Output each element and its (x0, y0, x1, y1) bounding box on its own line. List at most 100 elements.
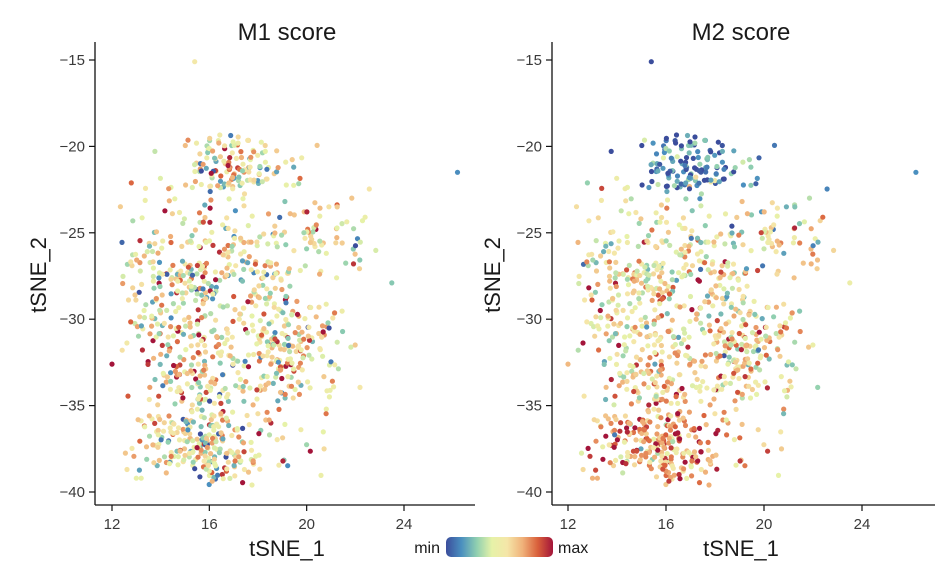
data-point (317, 213, 323, 219)
data-point (373, 247, 379, 253)
data-point (664, 387, 670, 393)
data-point (610, 229, 616, 235)
data-point (285, 322, 292, 328)
data-point (221, 158, 227, 164)
data-point (260, 282, 266, 288)
data-point (151, 460, 157, 466)
data-point (197, 373, 203, 379)
data-point (694, 311, 700, 317)
data-point (735, 367, 741, 373)
data-point (195, 342, 201, 348)
data-point (684, 353, 690, 359)
data-point (205, 462, 211, 468)
data-point (245, 364, 252, 370)
data-point (271, 304, 277, 310)
data-point (631, 278, 637, 284)
data-point (715, 139, 721, 145)
data-point (773, 304, 780, 310)
data-point (735, 277, 742, 283)
data-point (159, 302, 165, 308)
data-point (691, 449, 698, 455)
data-point (607, 355, 613, 361)
data-point (227, 353, 233, 359)
data-point (606, 442, 612, 448)
data-point (241, 398, 247, 404)
data-point (629, 308, 635, 315)
data-point (180, 395, 186, 401)
data-point (652, 307, 658, 313)
data-point (207, 183, 213, 189)
data-point (275, 359, 281, 365)
data-point (184, 381, 190, 387)
data-point (624, 429, 630, 435)
data-point (693, 454, 699, 460)
data-point (689, 228, 695, 234)
x-tick-label: 20 (756, 516, 773, 533)
data-point (259, 332, 265, 338)
data-point (325, 320, 331, 326)
data-point (664, 205, 670, 211)
data-point (261, 269, 267, 275)
data-point (310, 229, 316, 235)
data-point (731, 244, 738, 250)
data-point (264, 166, 270, 172)
data-point (759, 235, 765, 241)
data-point (631, 339, 637, 345)
data-point (180, 331, 187, 337)
data-point (199, 407, 205, 413)
data-point (193, 140, 200, 146)
data-point (283, 300, 289, 306)
data-point (771, 142, 778, 148)
data-point (576, 273, 582, 279)
data-point (133, 475, 139, 481)
data-point (652, 350, 658, 356)
data-point (231, 293, 237, 300)
data-point (241, 363, 247, 369)
data-point (696, 480, 703, 486)
data-point (589, 251, 595, 257)
data-point (242, 358, 248, 364)
data-point (632, 454, 638, 460)
data-point (172, 401, 178, 407)
data-point (265, 343, 271, 349)
y-tick-label: −25 (60, 225, 85, 242)
data-point (156, 393, 162, 399)
data-point (620, 379, 626, 385)
data-point (636, 258, 642, 264)
data-point (783, 204, 790, 210)
data-point (218, 430, 224, 436)
data-point (585, 445, 591, 451)
data-point (235, 370, 241, 376)
data-point (254, 387, 260, 393)
data-point (169, 282, 175, 288)
data-point (130, 285, 136, 291)
data-point (737, 435, 743, 441)
data-point (776, 242, 782, 248)
data-point (301, 230, 307, 236)
data-point (194, 262, 200, 269)
data-point (208, 451, 214, 457)
data-point (161, 320, 167, 326)
data-point (279, 232, 285, 238)
data-point (139, 215, 145, 221)
data-point (232, 458, 238, 464)
data-point (272, 336, 278, 342)
data-point (177, 448, 183, 454)
data-point (679, 385, 685, 392)
data-point (666, 440, 672, 446)
data-point (237, 376, 243, 382)
data-point (134, 324, 140, 330)
data-point (703, 422, 709, 428)
data-point (220, 304, 226, 310)
data-point (302, 316, 308, 322)
data-point (224, 450, 230, 456)
data-point (788, 384, 794, 390)
data-point (260, 275, 266, 281)
data-point (247, 164, 253, 170)
data-point (300, 355, 306, 361)
data-point (283, 182, 289, 188)
data-point (296, 324, 302, 331)
data-point (339, 240, 345, 246)
data-point (641, 137, 648, 143)
data-point (668, 400, 674, 406)
